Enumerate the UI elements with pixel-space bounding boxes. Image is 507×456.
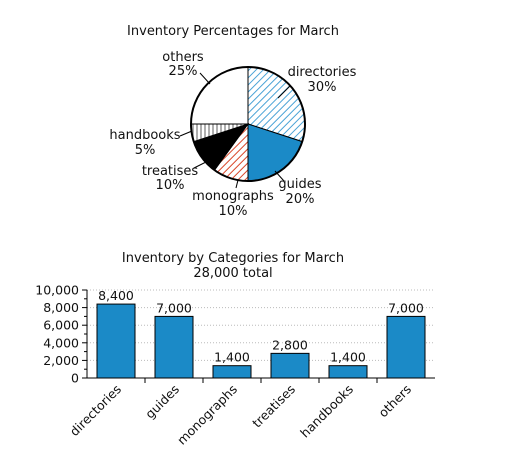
pie-label-handbooks: handbooks <box>109 128 180 143</box>
pie-chart-title: Inventory Percentages for March <box>127 24 339 39</box>
x-tick-label-handbooks: handbooks <box>297 382 356 441</box>
pie-label-others: others <box>162 50 204 65</box>
bar-guides <box>154 315 194 379</box>
pie-value-directories: 30% <box>308 80 337 95</box>
pie-slices <box>190 66 306 182</box>
bar-value-label-guides: 7,000 <box>156 300 192 315</box>
bar-monographs <box>212 365 252 379</box>
bar-value-label-handbooks: 1,400 <box>330 350 366 365</box>
pie-leader-others <box>199 72 211 85</box>
bar-y-axis: 0 2,000 4,000 6,000 8,000 10,000 <box>35 283 88 386</box>
pie-value-treatises: 10% <box>156 178 185 193</box>
bar-value-label-monographs: 1,400 <box>214 350 250 365</box>
bar-value-label-others: 7,000 <box>388 300 424 315</box>
y-tick-label: 4,000 <box>43 335 79 350</box>
bar-value-label-treatises: 2,800 <box>272 337 308 352</box>
y-tick-label: 0 <box>71 371 79 386</box>
y-tick-label: 2,000 <box>43 353 79 368</box>
pie-value-guides: 20% <box>286 192 315 207</box>
pie-labels: directories30%guides20%monographs10%trea… <box>109 50 356 219</box>
pie-value-others: 25% <box>169 64 198 79</box>
pie-label-treatises: treatises <box>142 164 199 179</box>
x-tick-label-treatises: treatises <box>249 382 298 431</box>
bar-chart-title: Inventory by Categories for March <box>122 251 344 266</box>
bar-chart-subtitle: 28,000 total <box>193 266 272 281</box>
x-tick-label-guides: guides <box>142 382 182 422</box>
bar-gridlines <box>87 289 435 361</box>
pie-label-guides: guides <box>278 177 321 192</box>
pie-leader-monographs <box>235 179 239 189</box>
y-tick-label: 10,000 <box>35 283 79 298</box>
y-tick-label: 6,000 <box>43 318 79 333</box>
pie-leader-handbooks <box>179 130 193 137</box>
bar-series: 8,400 7,000 1,400 2,800 1,400 7,000 <box>96 288 426 379</box>
pie-leader-directories <box>277 85 291 99</box>
bar-value-label-directories: 8,400 <box>98 288 134 303</box>
x-tick-label-monographs: monographs <box>174 382 240 448</box>
bar-directories <box>96 303 136 379</box>
bar-others <box>386 315 426 379</box>
pie-label-monographs: monographs <box>192 189 274 204</box>
pie-leader-guides <box>274 170 285 182</box>
bar-treatises <box>270 352 310 379</box>
pie-value-handbooks: 5% <box>135 143 156 158</box>
pie-value-monographs: 10% <box>219 204 248 219</box>
pie-label-directories: directories <box>288 65 357 80</box>
y-tick-label: 8,000 <box>43 300 79 315</box>
pie-leader-treatises <box>193 161 207 169</box>
x-tick-label-directories: directories <box>67 382 124 439</box>
x-tick-label-others: others <box>375 382 414 421</box>
bar-handbooks <box>328 365 368 379</box>
